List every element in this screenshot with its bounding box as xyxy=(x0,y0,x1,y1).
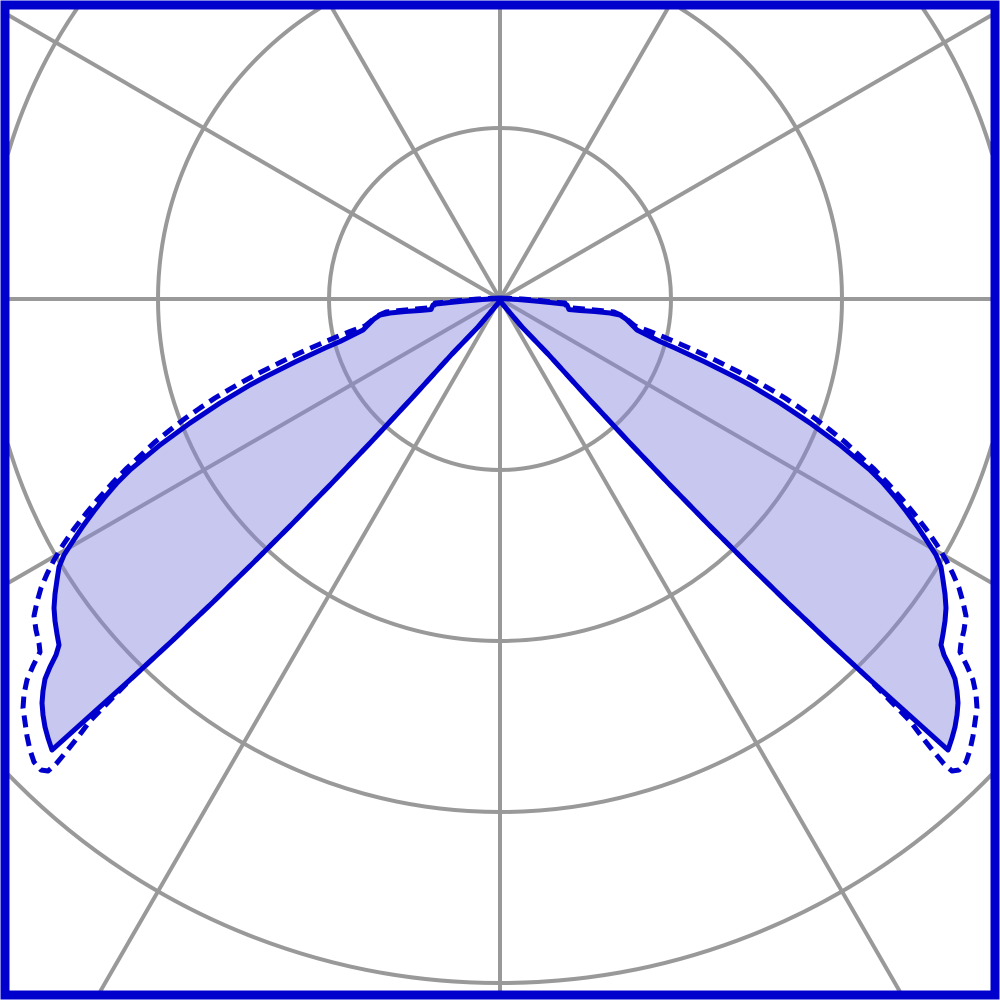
radiation-lobe-fill xyxy=(42,298,958,750)
grid-ring-2 xyxy=(156,9,844,643)
grid-spoke-30deg xyxy=(498,297,991,585)
grid-ring-1 xyxy=(327,126,673,472)
grid-ring-3 xyxy=(9,9,991,814)
grid-spoke-210deg xyxy=(9,13,502,301)
grid-spoke-60deg xyxy=(498,297,902,991)
grid-spoke-150deg xyxy=(9,297,502,585)
solid-pattern-curve xyxy=(39,296,961,753)
grid-spoke-240deg xyxy=(330,9,502,301)
grid-spoke-330deg xyxy=(498,13,991,301)
grid-spoke-300deg xyxy=(498,9,670,301)
grid-spoke-120deg xyxy=(98,297,502,991)
